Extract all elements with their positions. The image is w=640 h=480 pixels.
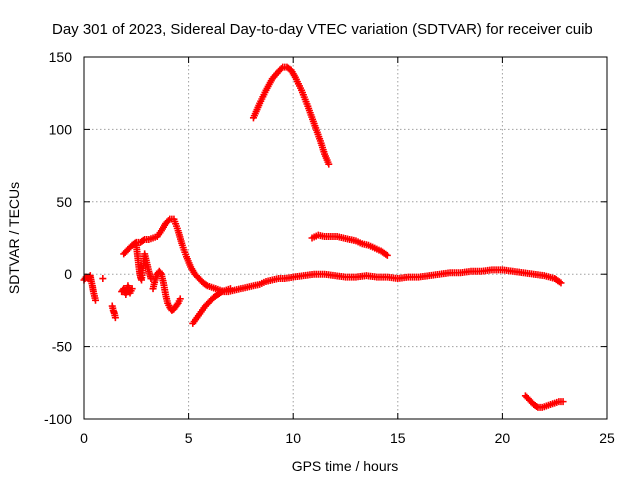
x-tick-label: 20: [495, 430, 511, 446]
series-arc-late-22h: [521, 392, 567, 411]
series-arc-11h-to-14.5h: [308, 231, 391, 259]
y-axis-label: SDTVAR / TECUs: [6, 182, 22, 294]
data-point: [128, 285, 136, 293]
data-point: [92, 296, 100, 304]
plot-frame: [83, 56, 608, 420]
series-arc-1.8h: [118, 282, 136, 298]
series-arc-hump: [120, 215, 565, 296]
y-tick-label: 50: [56, 194, 72, 210]
data-point: [559, 398, 567, 406]
data-point: [383, 251, 391, 259]
data-point: [164, 217, 172, 225]
x-tick-label: 0: [80, 430, 88, 446]
data-point: [111, 314, 119, 322]
y-tick-label: 100: [49, 121, 73, 137]
y-tick-label: 0: [64, 266, 72, 282]
x-tick-label: 5: [185, 430, 193, 446]
axis-ticks: 0 5 10 15 20 25 -100 -50 0 50 100 150: [44, 49, 615, 446]
data-point: [533, 402, 541, 410]
chart-title: Day 301 of 2023, Sidereal Day-to-day VTE…: [52, 21, 593, 38]
series-arc-0.9h: [99, 275, 107, 283]
x-tick-label: 25: [599, 430, 615, 446]
x-tick-label: 15: [390, 430, 406, 446]
data-point: [156, 269, 164, 277]
data-point: [557, 279, 565, 287]
series-arc-1.4h: [108, 302, 119, 322]
x-axis-label: GPS time / hours: [292, 458, 399, 474]
data-point: [173, 301, 181, 309]
data-marks: [80, 63, 567, 411]
data-point: [99, 275, 107, 283]
series-arc-early-0h: [80, 272, 100, 304]
data-point: [176, 295, 184, 303]
series-arc-peak-9.6h: [249, 63, 333, 168]
series-arc-spikes-2.6h: [132, 241, 155, 284]
y-tick-label: -50: [52, 339, 72, 355]
x-tick-label: 10: [285, 430, 301, 446]
series-arc-descending-5h: [189, 285, 234, 327]
data-point: [139, 236, 147, 244]
y-tick-label: 150: [49, 49, 73, 65]
data-point: [325, 160, 333, 168]
y-tick-label: -100: [44, 411, 72, 427]
series-arc-dip-3.5h: [149, 267, 184, 314]
data-point: [226, 285, 234, 293]
data-point: [277, 65, 285, 73]
